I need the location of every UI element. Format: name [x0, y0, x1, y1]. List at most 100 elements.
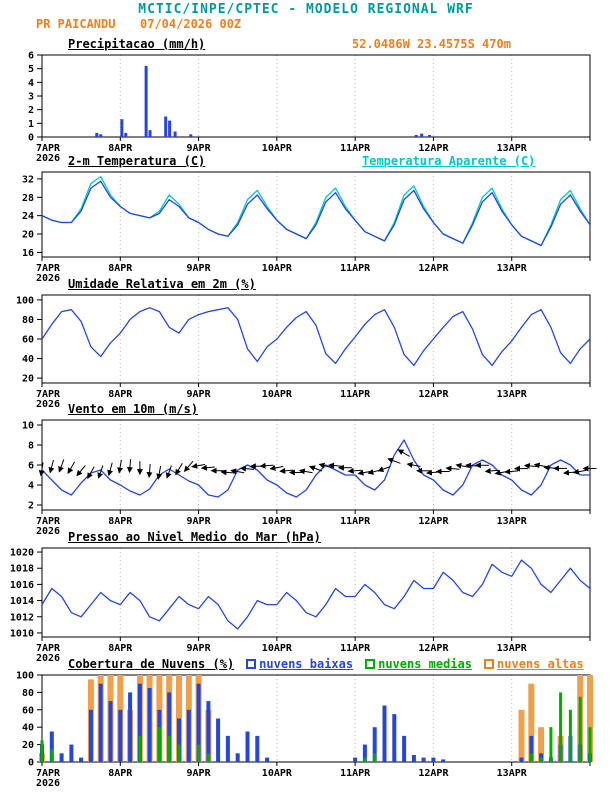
cloud-bar: [177, 744, 181, 762]
x-tick-label: 11APR: [340, 389, 371, 400]
cloud-bar: [392, 714, 397, 762]
panel-title-temperatura: 2-m Temperatura (C): [68, 154, 206, 168]
y-tick-label: 1014: [10, 596, 34, 607]
panel-title-vento: Vento em 10m (m/s): [68, 402, 199, 416]
precip-bar: [173, 131, 177, 137]
temp-line: [41, 180, 591, 247]
cloud-bar: [528, 683, 535, 762]
y-tick-label: 60: [22, 335, 34, 346]
wind-barb-icon: [259, 462, 274, 469]
cloud-bar: [568, 709, 572, 762]
x-year-label: 2026: [36, 526, 60, 537]
x-tick-label: 12APR: [418, 768, 449, 779]
wind-barb-icon: [328, 462, 343, 469]
x-tick-label: 9APR: [187, 143, 212, 154]
x-tick-label: 13APR: [497, 263, 528, 274]
wind-barb-icon: [269, 464, 284, 471]
legend-label-baixas: nuvens baixas: [259, 657, 354, 671]
cloud-bar: [167, 735, 171, 762]
y-tick-label: 24: [22, 211, 34, 222]
wind-barb-icon: [117, 459, 124, 474]
y-tick-label: 6: [28, 461, 34, 472]
cloud-bar: [588, 727, 592, 762]
x-tick-label: 7APR: [36, 516, 61, 527]
wind-barb-icon: [76, 465, 86, 477]
cloud-bar: [197, 744, 201, 762]
precip-bar: [148, 130, 152, 137]
x-tick-label: 9APR: [187, 643, 212, 654]
wind-barb-icon: [279, 467, 294, 474]
wind-barb-icon: [377, 466, 391, 473]
cloud-bar: [411, 755, 416, 762]
x-tick-label: 9APR: [187, 263, 212, 274]
cloud-bar: [529, 735, 534, 762]
x-year-label: 2026: [36, 653, 60, 664]
y-tick-label: 10: [22, 421, 34, 432]
cloud-bar: [196, 683, 201, 762]
legend-nuvens-medias: nuvens medias: [365, 657, 472, 671]
wind-barb-icon: [107, 462, 114, 477]
page-title: MCTIC/INPE/CPTEC - MODELO REGIONAL WRF: [138, 2, 474, 17]
x-tick-label: 13APR: [497, 643, 528, 654]
wind-barb-icon: [126, 459, 133, 474]
y-tick-label: 1016: [10, 580, 34, 591]
cloud-bar: [431, 757, 436, 762]
legend-temperatura-aparente: Temperatura Aparente (C): [362, 154, 536, 168]
y-tick-label: 80: [22, 688, 34, 699]
precip-bar: [189, 134, 193, 137]
cloud-bar: [137, 683, 142, 762]
cloud-bar: [519, 757, 524, 762]
legend-label-altas: nuvens altas: [497, 657, 584, 671]
y-tick-label: 1: [28, 119, 34, 130]
cloud-bar: [147, 688, 152, 762]
cloud-bar: [538, 727, 545, 762]
y-tick-label: 4: [28, 481, 34, 492]
cloud-bar: [362, 744, 367, 762]
panel-title-pressao: Pressao ao Nivel Medio do Mar (hPa): [68, 530, 321, 544]
legend-nuvens-altas: nuvens altas: [484, 657, 584, 671]
cloud-bar: [206, 753, 210, 762]
x-tick-label: 10APR: [262, 143, 293, 154]
cloud-bar: [128, 692, 133, 762]
y-tick-label: 28: [22, 193, 34, 204]
y-tick-label: 2: [28, 501, 34, 512]
x-tick-label: 7APR: [36, 768, 61, 779]
rh-line: [41, 307, 591, 367]
cloud-bar: [118, 709, 123, 762]
y-tick-label: 1012: [10, 612, 34, 623]
x-tick-label: 10APR: [262, 643, 293, 654]
wind-barb-icon: [484, 467, 499, 474]
x-tick-label: 7APR: [36, 389, 61, 400]
x-tick-label: 13APR: [497, 516, 528, 527]
y-tick-label: 1020: [10, 548, 34, 559]
y-tick-label: 32: [22, 174, 34, 185]
wind-barb-icon: [38, 462, 45, 477]
legend-label-medias: nuvens medias: [378, 657, 473, 671]
x-year-label: 2026: [36, 399, 60, 410]
precip-bar: [124, 132, 128, 137]
x-tick-label: 10APR: [262, 768, 293, 779]
wind-barb-icon: [97, 465, 104, 479]
x-year-label: 2026: [36, 273, 60, 284]
wind-barb-icon: [165, 465, 172, 479]
y-tick-label: 0: [28, 758, 34, 769]
y-tick-label: 4: [28, 78, 34, 89]
y-tick-label: 6: [28, 51, 34, 62]
cloud-bar: [225, 735, 230, 762]
cloud-bar: [167, 692, 172, 762]
cloud-bar: [255, 735, 260, 762]
nuvens-altas-swatch-icon: [484, 659, 495, 669]
nuvens-medias-swatch-icon: [365, 659, 376, 669]
wind-barb-icon: [298, 468, 313, 475]
nuvens-baixas-swatch-icon: [246, 659, 257, 669]
legend-nuvens-baixas: nuvens baixas: [246, 657, 353, 671]
panel-title-nuvens: Cobertura de Nuvens (%): [68, 657, 235, 671]
y-tick-label: 0: [28, 133, 34, 144]
x-tick-label: 12APR: [418, 516, 449, 527]
